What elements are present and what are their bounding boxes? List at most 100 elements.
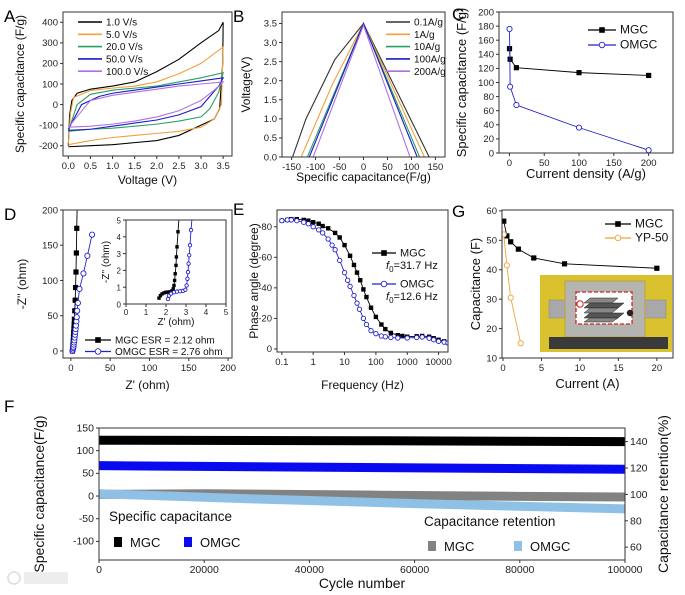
series-line — [292, 22, 430, 157]
series-line — [67, 45, 224, 146]
data-point — [310, 224, 316, 230]
x-tick-label: 150 — [427, 162, 443, 173]
legend-label: 200A/g — [414, 67, 446, 78]
data-point — [72, 297, 78, 303]
y-tick-label: 4 — [117, 233, 122, 242]
x-tick-label: 80000 — [505, 564, 534, 576]
x-tick-label: 1.0 — [106, 161, 119, 172]
legend-label: 20.0 V/s — [106, 42, 143, 53]
plot-area — [502, 218, 660, 347]
series-omgc — [279, 217, 448, 346]
legend-swatch — [184, 537, 192, 547]
data-point — [504, 233, 510, 239]
data-point — [373, 314, 379, 320]
legend-swatch — [514, 541, 522, 551]
legend-label: 1A/g — [414, 30, 435, 41]
y-axis-title: Phase angle (degree) — [247, 223, 261, 338]
x-tick-label: 50 — [382, 162, 393, 173]
x-axis-title: Voltage (V) — [118, 173, 177, 187]
legend-item: MGC — [114, 535, 160, 550]
y-tick-label: 60 — [483, 106, 494, 117]
series-50.0 — [67, 77, 225, 131]
series-100a/g — [308, 21, 418, 157]
data-point — [165, 296, 171, 302]
x-axis-title: Z' (ohm) — [125, 378, 169, 392]
x-tick-label: 1 — [311, 357, 316, 368]
x-tick-label: 100000 — [607, 564, 642, 576]
data-point — [329, 242, 335, 248]
data-point — [414, 334, 420, 341]
legend-label: 5.0 V/s — [106, 30, 137, 41]
data-point — [576, 70, 582, 76]
legend-item: MGC ESR = 2.12 ohm — [85, 336, 215, 347]
legend-item: 5.0 V/s — [78, 30, 137, 41]
x-tick-label: 100 — [571, 158, 587, 169]
x-tick-label: 0 — [96, 564, 102, 576]
data-point — [186, 261, 191, 266]
legend-title: Capacitance retention — [424, 514, 555, 529]
data-point — [503, 262, 510, 269]
data-point — [368, 327, 374, 334]
series-line — [503, 221, 657, 269]
annotation-subscript: 0 — [389, 265, 394, 274]
legend-label: 50.0 V/s — [106, 55, 143, 66]
x-tick-label: 3.5 — [217, 161, 230, 172]
plot-frame — [501, 209, 674, 359]
data-point — [76, 285, 83, 292]
series-line — [67, 77, 225, 131]
data-point — [171, 287, 175, 291]
data-point — [381, 250, 387, 256]
y-tick-label: 0.0 — [264, 152, 277, 163]
data-point — [388, 334, 394, 341]
y-tick-label: 100 — [42, 276, 58, 287]
data-point — [183, 287, 188, 292]
x-axis-title: Frequency (Hz) — [321, 378, 404, 392]
data-point — [347, 253, 353, 259]
series-mgc — [99, 435, 625, 447]
series-mgc — [502, 218, 660, 271]
plot-area — [69, 210, 96, 355]
data-point — [395, 335, 401, 341]
legend-item: 0.1A/g — [386, 18, 443, 29]
data-point — [185, 276, 190, 281]
y-tick-label: 3 — [117, 250, 122, 259]
data-point — [383, 326, 388, 332]
plot-frame — [62, 209, 233, 359]
y-tick-label: 40 — [483, 120, 494, 131]
data-point — [360, 315, 367, 322]
series-mgc — [157, 220, 181, 300]
data-point — [404, 335, 410, 341]
x-tick-label: 5 — [224, 308, 229, 317]
x-axis-title: Z' (ohm) — [158, 317, 195, 328]
series-omgc — [506, 25, 652, 153]
series-omgc — [99, 461, 625, 474]
series-0.1a/g — [292, 22, 430, 157]
data-point — [654, 265, 660, 271]
x-tick-label: 0 — [68, 363, 73, 374]
data-point — [515, 246, 521, 252]
panel-c: 0 50 100 150 200020406080100120140160180200C… — [452, 5, 674, 181]
legend-label: OMGC ESR = 2.76 ohm — [115, 347, 223, 358]
panel-e: 0.1 1 10 100 1000 10000 0 -20 -40 -60 -80 Frequency… — [233, 200, 452, 392]
y-tick-label: 200 — [42, 59, 58, 70]
legend-item: MGC — [605, 217, 663, 231]
data-point — [614, 234, 622, 242]
y-tick-label: -60 — [258, 253, 272, 264]
y-tick-label: 150 — [76, 422, 94, 434]
x-tick-label: 1.5 — [128, 161, 141, 172]
data-point — [164, 290, 168, 294]
x-tick-label: 4 — [204, 308, 209, 317]
data-point — [185, 269, 191, 275]
y-tick-label: 1.0 — [264, 114, 277, 125]
panel-g: 0 5 10 15 20 10 20 30 40 50 60 Current (A) Capacitan… — [452, 202, 674, 391]
annotation-value: =12.6 Hz — [394, 291, 438, 303]
annotation-symbol: f — [386, 291, 390, 303]
y-tick-label: 100 — [478, 78, 494, 89]
data-point — [358, 278, 363, 283]
y-right-tick-label: 80 — [630, 515, 642, 527]
